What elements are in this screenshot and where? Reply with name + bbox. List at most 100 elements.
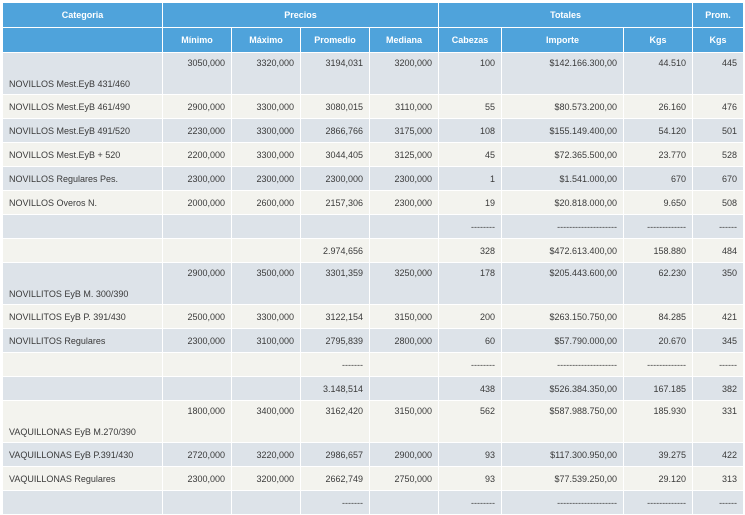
cell-importe: $472.613.400,00	[501, 238, 625, 263]
header-cabezas[interactable]: Cabezas	[438, 27, 503, 53]
header-promedio[interactable]: Promedio	[300, 27, 370, 53]
cell-promedio: 2157,306	[300, 190, 370, 215]
table-row[interactable]: VAQUILLONAS EyB M.270/390 1800,000 3400,…	[2, 400, 745, 443]
cell-importe: $526.384.350,00	[501, 376, 625, 401]
cell-promedio: 3122,154	[300, 304, 370, 329]
cell-categoria: NOVILLOS Mest.EyB + 520	[2, 142, 163, 167]
table-row[interactable]: NOVILLOS Mest.EyB + 520 2200,000 3300,00…	[2, 142, 745, 167]
cell-minimo: 3050,000	[162, 52, 232, 95]
cell-maximo: 3100,000	[231, 328, 301, 353]
cell-categoria	[2, 238, 163, 263]
cell-maximo: 3300,000	[231, 118, 301, 143]
cell-prom-kgs: 350	[692, 262, 745, 305]
cell-maximo: 3220,000	[231, 442, 301, 467]
cell-mediana: 2750,000	[368, 466, 440, 491]
table-row-separator: -------- -------------------- ----------…	[2, 214, 745, 239]
cell-promedio: 2866,766	[300, 118, 370, 143]
table-row-subtotal: 2.974,656 328 $472.613.400,00 158.880 48…	[2, 238, 745, 263]
header-categoria[interactable]: Categoria	[2, 2, 163, 28]
cell-cabezas: 55	[438, 94, 503, 119]
cell-prom-kgs: 345	[692, 328, 745, 353]
cell-kgs: 158.880	[623, 238, 694, 263]
table-row[interactable]: NOVILLOS Mest.EyB 491/520 2230,000 3300,…	[2, 118, 745, 143]
cell-kgs: 9.650	[623, 190, 694, 215]
cell-minimo: 1800,000	[162, 400, 232, 443]
cell-cabezas: 328	[438, 238, 503, 263]
cell-categoria: NOVILLOS Mest.EyB 461/490	[2, 94, 163, 119]
header-mediana[interactable]: Mediana	[368, 27, 440, 53]
cell-cabezas: 19	[438, 190, 503, 215]
cell-minimo: 2300,000	[162, 166, 232, 191]
cell-importe: $205.443.600,00	[501, 262, 625, 305]
cell-minimo: 2900,000	[162, 94, 232, 119]
cell-kgs: 44.510	[623, 52, 694, 95]
cell-categoria: NOVILLITOS EyB M. 300/390	[2, 262, 163, 305]
header-totales: Totales	[438, 2, 694, 28]
cell-promedio: 3044,405	[300, 142, 370, 167]
cell-promedio: -------	[300, 490, 370, 515]
cell-cabezas: 60	[438, 328, 503, 353]
cell-promedio: 3080,015	[300, 94, 370, 119]
table-row[interactable]: NOVILLITOS Regulares 2300,000 3100,000 2…	[2, 328, 745, 353]
header-maximo[interactable]: Máximo	[231, 27, 301, 53]
table-row[interactable]: VAQUILLONAS EyB P.391/430 2720,000 3220,…	[2, 442, 745, 467]
cell-importe: $587.988.750,00	[501, 400, 625, 443]
cell-prom-kgs: 421	[692, 304, 745, 329]
header-precios: Precios	[161, 2, 440, 28]
cell-cabezas: 438	[438, 376, 503, 401]
cell-cabezas: 562	[438, 400, 503, 443]
cell-minimo	[162, 214, 232, 239]
cell-importe: $263.150.750,00	[501, 304, 625, 329]
cell-categoria	[2, 376, 163, 401]
cell-maximo	[231, 214, 301, 239]
table-body: NOVILLOS Mest.EyB 431/460 3050,000 3320,…	[2, 52, 745, 515]
cell-minimo: 2720,000	[162, 442, 232, 467]
table-row-separator: ------- -------- -------------------- --…	[2, 490, 745, 515]
cell-cabezas: 178	[438, 262, 503, 305]
cell-prom-kgs: 484	[692, 238, 745, 263]
cell-promedio: 3.148,514	[300, 376, 370, 401]
cell-maximo: 3500,000	[231, 262, 301, 305]
cell-mediana	[368, 214, 440, 239]
cell-promedio: 2986,657	[300, 442, 370, 467]
cell-kgs: 185.930	[623, 400, 694, 443]
table-row-subtotal: 3.148,514 438 $526.384.350,00 167.185 38…	[2, 376, 745, 401]
cell-maximo: 3300,000	[231, 142, 301, 167]
cell-maximo: 3400,000	[231, 400, 301, 443]
cell-prom-kgs: 331	[692, 400, 745, 443]
cell-maximo: 3300,000	[231, 304, 301, 329]
table-row[interactable]: NOVILLOS Mest.EyB 461/490 2900,000 3300,…	[2, 94, 745, 119]
cell-maximo	[231, 352, 301, 377]
cell-mediana: 2900,000	[368, 442, 440, 467]
cell-prom-kgs: 313	[692, 466, 745, 491]
header-minimo[interactable]: Mínimo	[162, 27, 232, 53]
cell-kgs: 20.670	[623, 328, 694, 353]
cell-cabezas: --------	[438, 214, 503, 239]
cell-mediana	[368, 376, 440, 401]
header-kgs[interactable]: Kgs	[623, 27, 694, 53]
cell-promedio: 2795,839	[300, 328, 370, 353]
cell-cabezas: 93	[438, 466, 503, 491]
cell-cabezas: 93	[438, 442, 503, 467]
header-importe[interactable]: Importe	[501, 27, 625, 53]
table-row[interactable]: NOVILLITOS EyB M. 300/390 2900,000 3500,…	[2, 262, 745, 305]
cell-prom-kgs: 508	[692, 190, 745, 215]
table-row[interactable]: NOVILLITOS EyB P. 391/430 2500,000 3300,…	[2, 304, 745, 329]
cell-categoria: NOVILLOS Mest.EyB 491/520	[2, 118, 163, 143]
table-row[interactable]: NOVILLOS Overos N. 2000,000 2600,000 215…	[2, 190, 745, 215]
table-row[interactable]: NOVILLOS Mest.EyB 431/460 3050,000 3320,…	[2, 52, 745, 95]
cell-maximo	[231, 490, 301, 515]
cell-prom-kgs: 476	[692, 94, 745, 119]
cell-categoria	[2, 214, 163, 239]
cell-kgs: -------------	[623, 352, 694, 377]
table-row[interactable]: VAQUILLONAS Regulares 2300,000 3200,000 …	[2, 466, 745, 491]
cell-mediana: 3125,000	[368, 142, 440, 167]
header-prom-kgs[interactable]: Kgs	[692, 27, 745, 53]
cell-importe: $77.539.250,00	[501, 466, 625, 491]
cell-importe: $80.573.200,00	[501, 94, 625, 119]
cell-maximo	[231, 238, 301, 263]
cell-cabezas: 200	[438, 304, 503, 329]
table-row[interactable]: NOVILLOS Regulares Pes. 2300,000 2300,00…	[2, 166, 745, 191]
cell-categoria: NOVILLITOS Regulares	[2, 328, 163, 353]
